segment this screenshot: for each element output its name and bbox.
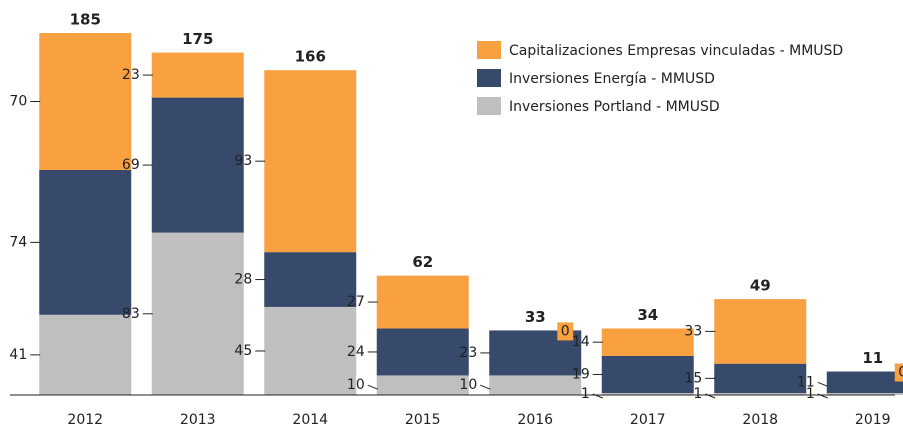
bar-segment	[714, 299, 807, 364]
x-tick-label: 2017	[630, 412, 666, 428]
data-label: 10	[459, 377, 477, 393]
x-tick-label: 2018	[742, 412, 778, 428]
data-label: 1	[693, 386, 702, 402]
bar-segment	[264, 252, 357, 307]
bar-segment	[151, 232, 244, 395]
total-label: 62	[412, 253, 433, 271]
data-label: 23	[122, 67, 140, 83]
total-label: 33	[525, 308, 546, 326]
legend-label: Inversiones Energía - MMUSD	[509, 71, 715, 87]
bar-segment	[39, 314, 132, 395]
data-label: 0	[898, 365, 903, 381]
data-label: 69	[122, 157, 140, 173]
data-label: 11	[797, 374, 815, 390]
data-label: 33	[684, 323, 702, 339]
bar-segment	[714, 363, 807, 394]
data-label: 0	[561, 323, 570, 339]
data-label: 19	[572, 366, 590, 382]
zero-label-box	[894, 363, 903, 382]
x-tick-label: 2016	[517, 412, 553, 428]
total-label: 175	[182, 30, 213, 48]
data-label: 23	[459, 345, 477, 361]
data-label: 27	[347, 294, 365, 310]
legend-label: Capitalizaciones Empresas vinculadas - M…	[509, 43, 843, 59]
bar-segment	[264, 306, 357, 395]
data-label: 14	[572, 334, 590, 350]
bar-segment	[376, 375, 469, 395]
legend-swatch	[477, 97, 501, 115]
data-label: 1	[806, 386, 815, 402]
label-leader	[817, 381, 828, 387]
bar-segment	[151, 97, 244, 233]
data-label: 45	[234, 343, 252, 359]
bar-segment	[489, 375, 582, 395]
data-label: 93	[234, 153, 252, 169]
total-label: 185	[70, 11, 101, 29]
legend-swatch	[477, 41, 501, 59]
x-tick-label: 2015	[405, 412, 441, 428]
label-leader	[480, 384, 491, 390]
data-label: 74	[9, 234, 27, 250]
total-label: 166	[295, 48, 326, 66]
x-tick-label: 2012	[67, 412, 103, 428]
legend-label: Inversiones Portland - MMUSD	[509, 99, 720, 115]
bar-segment	[39, 169, 132, 315]
label-leader	[367, 384, 378, 390]
bar-segment	[826, 371, 903, 394]
bar-segment	[601, 328, 694, 356]
bar-segment	[601, 393, 694, 395]
bar-segment	[151, 52, 244, 98]
data-label: 15	[684, 370, 702, 386]
bar-segment	[601, 355, 694, 394]
data-label: 83	[122, 306, 140, 322]
data-label: 28	[234, 272, 252, 288]
legend-swatch	[477, 69, 501, 87]
data-label: 1	[581, 386, 590, 402]
bar-segment	[376, 275, 469, 329]
bar-segment	[39, 33, 132, 170]
total-label: 11	[862, 349, 883, 367]
data-label: 10	[347, 377, 365, 393]
bar-segment	[826, 393, 903, 395]
data-label: 24	[347, 344, 365, 360]
total-label: 34	[637, 306, 658, 324]
bar-segment	[264, 70, 357, 253]
data-label: 41	[9, 347, 27, 363]
x-tick-label: 2019	[855, 412, 891, 428]
bar-segment	[376, 328, 469, 376]
total-label: 49	[750, 277, 771, 295]
data-label: 70	[9, 93, 27, 109]
zero-label-box	[557, 322, 574, 341]
bar-segment	[714, 393, 807, 395]
x-tick-label: 2014	[292, 412, 328, 428]
x-tick-label: 2013	[180, 412, 216, 428]
